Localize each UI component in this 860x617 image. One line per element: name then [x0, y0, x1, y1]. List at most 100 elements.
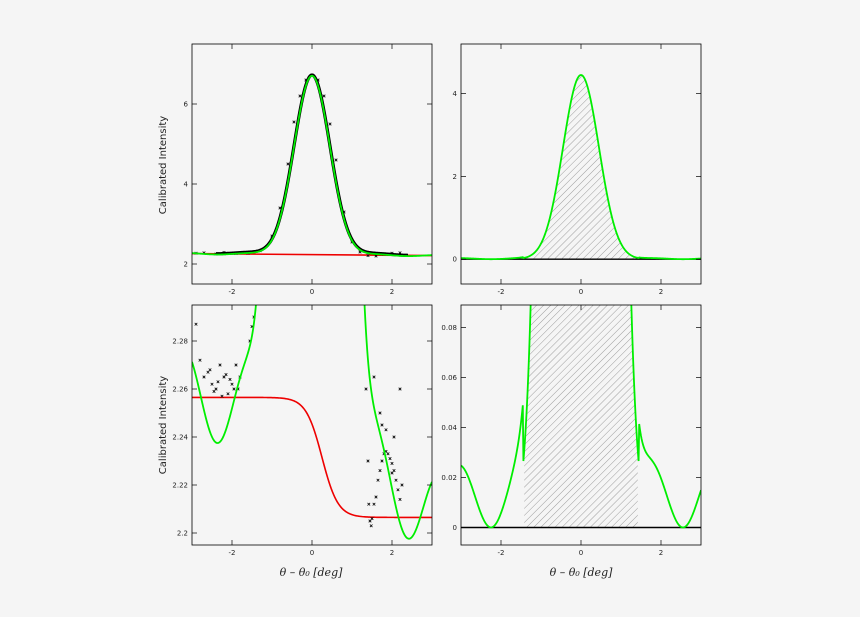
observed-point: [286, 162, 290, 166]
x-tick-label: 0: [579, 549, 583, 557]
observed-point: [208, 368, 212, 372]
observed-point: [220, 394, 224, 398]
observed-point: [384, 428, 388, 432]
y-tick-label: 2.2: [177, 530, 188, 538]
y-tick-label: 4: [453, 90, 458, 98]
observed-point: [334, 158, 338, 162]
observed-point: [194, 322, 198, 326]
fit-curve: [192, 74, 432, 257]
plot-area: [192, 305, 432, 540]
observed-point: [228, 377, 232, 381]
observed-point: [392, 469, 396, 473]
observed-point: [224, 373, 228, 377]
x-tick-label: 0: [310, 549, 314, 557]
fit-curve: [192, 305, 432, 540]
observed-point: [222, 375, 226, 379]
y-tick-label: 0.04: [441, 424, 457, 432]
y-tick-label: 0: [453, 256, 457, 264]
fit-curve: [461, 74, 701, 261]
observed-point: [328, 122, 332, 126]
x-tick-label: -2: [498, 549, 505, 557]
y-tick-label: 2.26: [172, 386, 188, 394]
y-tick-label: 0: [453, 524, 457, 532]
observed-point: [372, 502, 376, 506]
fit-curve: [461, 305, 701, 529]
observed-point: [400, 483, 404, 487]
observed-point: [212, 389, 216, 393]
observed-point: [378, 411, 382, 415]
observed-point: [390, 471, 394, 475]
observed-point: [226, 392, 230, 396]
plot-area: [461, 74, 701, 261]
observed-point: [216, 380, 220, 384]
hatched-area: [524, 75, 638, 260]
y-tick-label: 2: [453, 173, 457, 181]
panel-bottom-right: -2 0 2 0 0.02 0.04 0.06 0.08: [441, 304, 702, 557]
baseline-curve: [192, 396, 432, 519]
observed-point: [374, 254, 378, 258]
x-tick-label: 2: [390, 288, 394, 296]
observed-point: [398, 387, 402, 391]
y-tick-label: 0.02: [441, 474, 457, 482]
x-tick-label: 2: [659, 288, 663, 296]
y-tick-label: 2.24: [172, 434, 188, 442]
observed-point: [366, 254, 370, 258]
y-tick-label: 2.22: [172, 482, 188, 490]
observed-point: [366, 459, 370, 463]
observed-point: [214, 387, 218, 391]
x-axis-title-right: θ – θ₀ [deg]: [550, 566, 614, 579]
observed-point: [210, 382, 214, 386]
x-tick-label: -2: [498, 288, 505, 296]
observed-point: [388, 457, 392, 461]
x-tick-label: -2: [229, 288, 236, 296]
y-tick-label: 0.08: [441, 324, 457, 332]
observed-point: [206, 370, 210, 374]
plot-area: [192, 73, 432, 258]
observed-point: [298, 94, 302, 98]
observed-point: [322, 94, 326, 98]
observed-point: [380, 423, 384, 427]
observed-point: [232, 387, 236, 391]
x-tick-label: -2: [229, 549, 236, 557]
observed-point: [386, 452, 390, 456]
observed-point: [392, 435, 396, 439]
observed-point: [396, 488, 400, 492]
observed-point: [398, 497, 402, 501]
panel-bottom-left: -2 0 2 2.2 2.22 2.24 2.26 2.28: [172, 304, 433, 557]
observed-point: [369, 524, 373, 528]
observed-point: [376, 478, 380, 482]
panel-top-left: -2 0 2 2 4 6: [184, 43, 433, 296]
y-axis-title-bottom: Calibrated Intensity: [158, 376, 169, 474]
y-axis-title-top: Calibrated Intensity: [158, 116, 169, 214]
x-tick-label: 2: [659, 549, 663, 557]
hatched-area: [524, 305, 638, 528]
observed-point: [378, 469, 382, 473]
y-tick-label: 4: [184, 181, 189, 189]
observed-point: [367, 502, 371, 506]
observed-point: [202, 375, 206, 379]
observed-point: [364, 387, 368, 391]
observed-point: [368, 519, 372, 523]
y-tick-label: 0.06: [441, 374, 457, 382]
observed-point: [390, 461, 394, 465]
observed-point: [218, 363, 222, 367]
observed-point: [380, 459, 384, 463]
observed-point: [374, 495, 378, 499]
observed-point: [230, 382, 234, 386]
x-tick-label: 0: [310, 288, 314, 296]
y-tick-label: 2: [184, 261, 188, 269]
panel-top-right: -2 0 2 0 2 4: [453, 43, 702, 296]
observed-point: [292, 120, 296, 124]
x-axis-title-left: θ – θ₀ [deg]: [280, 566, 344, 579]
x-tick-label: 2: [390, 549, 394, 557]
observed-point: [394, 478, 398, 482]
y-tick-label: 2.28: [172, 338, 188, 346]
plot-area: [461, 305, 701, 529]
observed-point: [198, 358, 202, 362]
x-tick-label: 0: [579, 288, 583, 296]
observed-point: [370, 517, 374, 521]
y-tick-label: 6: [184, 101, 189, 109]
observed-point: [372, 375, 376, 379]
